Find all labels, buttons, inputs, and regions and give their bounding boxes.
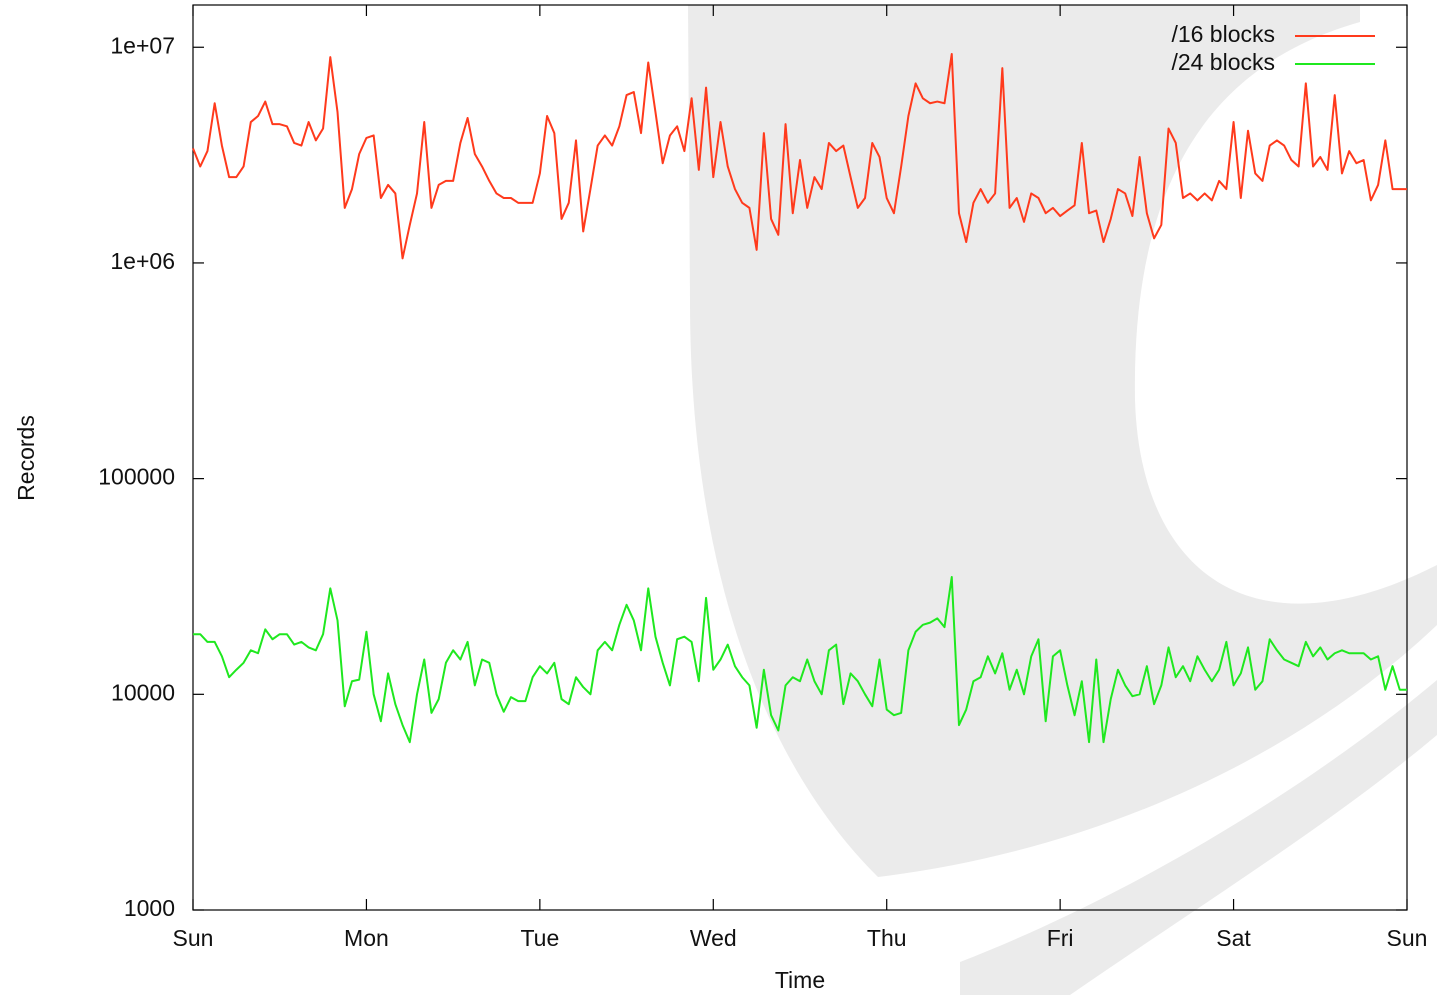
legend-label: /24 blocks <box>1171 49 1275 75</box>
y-tick-label: 100000 <box>98 464 175 490</box>
plot-frame <box>192 4 1408 911</box>
line-series <box>193 575 1407 744</box>
y-tick-label: 10000 <box>111 679 175 705</box>
x-tick-label: Wed <box>690 925 737 951</box>
x-tick-label: Fri <box>1047 925 1074 951</box>
y-tick-label: 1e+06 <box>110 248 175 274</box>
watermark <box>960 680 1437 995</box>
x-tick-label: Sun <box>173 925 214 951</box>
line-series <box>192 53 1407 260</box>
y-axis-label: Records <box>13 415 39 501</box>
x-tick-label: Sat <box>1216 925 1251 951</box>
y-tick-label: 1000 <box>124 895 175 921</box>
x-tick-label: Thu <box>867 925 907 951</box>
x-tick-label: Sun <box>1387 925 1428 951</box>
x-tick-label: Tue <box>520 925 559 951</box>
x-axis-label: Time <box>775 967 825 993</box>
y-tick-label: 1e+07 <box>110 32 175 58</box>
watermark <box>688 5 1437 877</box>
x-tick-label: Mon <box>344 925 389 951</box>
legend-label: /16 blocks <box>1171 21 1275 47</box>
